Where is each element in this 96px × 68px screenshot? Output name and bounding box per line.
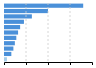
grid-line: [70, 3, 71, 62]
bar: [4, 46, 13, 50]
x-axis: [5, 62, 93, 65]
grid-line: [48, 3, 49, 62]
tick-mark: [26, 62, 27, 65]
bar: [4, 52, 11, 56]
tick-mark: [70, 62, 71, 65]
bar: [4, 57, 7, 61]
bar: [4, 20, 24, 24]
axis-line: [5, 63, 93, 66]
bar: [4, 30, 18, 34]
grid: [26, 3, 70, 62]
tick: [48, 62, 49, 65]
bar: [4, 14, 32, 18]
bars: [4, 4, 83, 62]
bar: [4, 25, 20, 29]
plot-area: [4, 3, 93, 65]
bar: [4, 36, 16, 40]
bar: [4, 41, 15, 45]
bar: [4, 4, 83, 8]
grid-line: [26, 3, 27, 62]
tick: [26, 62, 27, 65]
tick-mark: [48, 62, 49, 65]
tick: [70, 62, 71, 65]
chart: [0, 0, 96, 68]
